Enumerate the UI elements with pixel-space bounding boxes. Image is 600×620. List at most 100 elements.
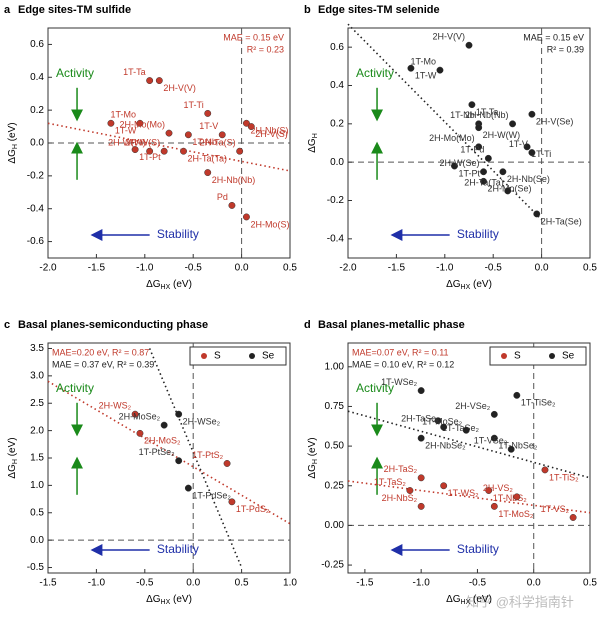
x-label-sub: HX bbox=[461, 599, 471, 606]
point-label: 1T-TiS₂ bbox=[549, 472, 579, 482]
x-tick-label: 1.0 bbox=[283, 578, 297, 589]
y-tick-label: 0.00 bbox=[325, 520, 345, 531]
y-tick-label: 0.25 bbox=[325, 480, 345, 491]
data-point bbox=[406, 487, 414, 494]
panel-letter: a bbox=[4, 4, 11, 16]
activity-label: Activity bbox=[356, 381, 394, 395]
x-tick-label: -0.5 bbox=[469, 578, 487, 589]
y-tick-label: -0.6 bbox=[27, 236, 45, 247]
plot-frame bbox=[47, 342, 291, 574]
fit-line bbox=[47, 380, 291, 525]
data-point bbox=[228, 201, 236, 209]
x-label-sub: HX bbox=[161, 599, 171, 606]
panel-title: Basal planes-semiconducting phase bbox=[18, 319, 208, 331]
point-label: 2H-Nb(Nb) bbox=[212, 175, 256, 185]
data-point bbox=[434, 417, 442, 425]
point-label: 2H-MoSe₂ bbox=[119, 412, 161, 422]
point-label: 1T-MoS₂ bbox=[498, 509, 534, 519]
data-point bbox=[180, 147, 187, 155]
data-point bbox=[136, 119, 144, 127]
data-point bbox=[541, 466, 549, 474]
data-point bbox=[146, 147, 154, 155]
data-point bbox=[155, 77, 163, 85]
point-label: 2H-V(S) bbox=[255, 129, 288, 139]
point-label: 1T-W bbox=[415, 71, 437, 81]
point-label: 1T-NbSe₂ bbox=[498, 441, 538, 451]
point-label: 2H-Nb(Se) bbox=[507, 174, 550, 184]
activity-label: Activity bbox=[356, 66, 394, 80]
stability-label: Stability bbox=[457, 227, 499, 241]
data-point bbox=[136, 429, 144, 437]
point-label: 2H-W(S) bbox=[125, 138, 160, 148]
point-label: 1T-TaSe₂ bbox=[442, 423, 480, 433]
data-point bbox=[533, 210, 541, 218]
legend-marker bbox=[249, 353, 255, 359]
point-label: 2H-WS₂ bbox=[99, 401, 132, 411]
data-point bbox=[175, 410, 183, 418]
y-label-sub: H bbox=[12, 459, 19, 464]
point-label: 2H-Ta(Ta) bbox=[464, 177, 504, 187]
y-tick-label: 2.0 bbox=[30, 425, 44, 436]
data-point bbox=[504, 187, 512, 195]
data-point bbox=[242, 119, 250, 127]
point-label: 2H-Mo(Mo) bbox=[429, 133, 475, 143]
data-point bbox=[513, 391, 521, 399]
point-label: 2H-MoS₂ bbox=[144, 436, 181, 446]
y-tick-label: 0.4 bbox=[330, 80, 344, 91]
panel-letter: d bbox=[304, 319, 311, 331]
fit-line bbox=[47, 122, 291, 172]
x-tick-label: -1.0 bbox=[413, 578, 431, 589]
fit-line bbox=[347, 23, 543, 221]
fit-line bbox=[347, 480, 591, 514]
x-tick-label: -1.5 bbox=[388, 263, 406, 274]
y-tick-label: 1.0 bbox=[30, 480, 44, 491]
watermark: 知乎 @科学指南针 bbox=[466, 594, 574, 609]
point-label: 2H-TaS₂ bbox=[384, 464, 418, 474]
point-label: 2H-V(V) bbox=[163, 83, 196, 93]
plot-frame bbox=[347, 27, 591, 259]
y-tick-label: 0.0 bbox=[30, 138, 44, 149]
stats-text: R² = 0.39 bbox=[547, 44, 584, 54]
point-label: 1T-PtSe₂ bbox=[139, 447, 176, 457]
point-label: 2H-VS₂ bbox=[483, 483, 514, 493]
plot-frame bbox=[347, 342, 591, 574]
x-tick-label: -1.5 bbox=[88, 263, 106, 274]
y-label-sub: H bbox=[312, 133, 319, 138]
point-label: 1T-Ta bbox=[123, 67, 146, 77]
x-label-unit: (eV) bbox=[470, 279, 492, 290]
point-label: 2H-VSe₂ bbox=[455, 401, 491, 411]
stats-text: MAE = 0.37 eV, R² = 0.39 bbox=[52, 359, 154, 369]
panel-title: Edge sites-TM sulfide bbox=[18, 4, 131, 16]
x-label-sub: HX bbox=[161, 284, 171, 291]
data-point bbox=[509, 120, 517, 128]
data-point bbox=[490, 502, 498, 510]
fit-line bbox=[347, 410, 591, 479]
y-axis-label: ΔGH (eV) bbox=[7, 122, 19, 163]
legend-box bbox=[189, 346, 287, 366]
data-point bbox=[417, 502, 425, 510]
data-point bbox=[223, 460, 231, 467]
x-tick-label: -1.0 bbox=[436, 263, 454, 274]
data-point bbox=[131, 146, 139, 154]
point-label: 2H-Mo(Mo) bbox=[119, 120, 165, 130]
y-tick-label: -0.25 bbox=[321, 560, 344, 571]
point-label: 1T-Nb bbox=[450, 110, 475, 120]
data-point bbox=[569, 514, 577, 521]
x-tick-label: 0.0 bbox=[527, 578, 541, 589]
data-point bbox=[523, 143, 531, 151]
point-label: 1T-V bbox=[509, 139, 528, 149]
stats-text: MAE = 0.15 eV bbox=[523, 32, 584, 42]
x-tick-label: -0.5 bbox=[485, 263, 503, 274]
y-label-sub: H bbox=[312, 459, 319, 464]
data-point bbox=[499, 168, 507, 176]
point-label: 1T-Mo bbox=[110, 110, 136, 120]
data-point bbox=[528, 110, 536, 118]
x-label-main: ΔG bbox=[146, 594, 161, 605]
data-point bbox=[462, 426, 470, 434]
point-label: 1T-MoSe₂ bbox=[422, 417, 463, 427]
y-tick-label: 0.6 bbox=[330, 42, 344, 53]
y-label-unit: (eV) bbox=[307, 437, 318, 459]
legend-marker bbox=[501, 353, 507, 359]
panel-letter: c bbox=[4, 319, 10, 331]
data-point bbox=[480, 177, 487, 185]
